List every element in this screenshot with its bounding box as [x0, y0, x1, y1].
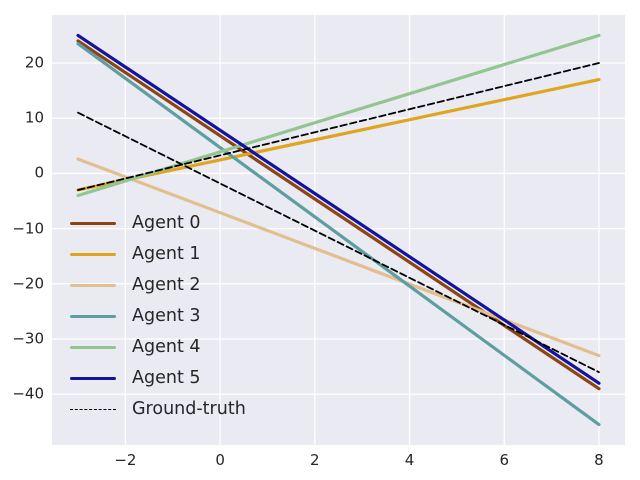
series-line-ground-truth [77, 62, 600, 191]
series-line-agent-1 [76, 77, 601, 192]
y-tick-label: 20 [24, 53, 44, 72]
legend-label: Ground-truth [132, 398, 246, 419]
y-tick-label: 0 [34, 163, 44, 182]
plot-area: Agent 0 Agent 1 Agent 2 Agent 3 Agent 4 Agent… [52, 15, 625, 445]
legend-item-ground-truth: Ground-truth [70, 394, 246, 425]
legend-item-agent-0: Agent 0 [70, 208, 246, 239]
y-tick-label: −10 [12, 219, 44, 238]
legend-item-agent-2: Agent 2 [70, 270, 246, 301]
legend-swatch-icon [70, 376, 116, 381]
y-tick-label: −20 [12, 274, 44, 293]
y-tick-label: −40 [12, 384, 44, 403]
legend-swatch-icon [70, 252, 116, 257]
legend: Agent 0 Agent 1 Agent 2 Agent 3 Agent 4 Agent… [70, 208, 246, 425]
legend-swatch-icon [70, 314, 116, 319]
chart-canvas [52, 15, 625, 445]
legend-item-agent-3: Agent 3 [70, 301, 246, 332]
legend-label: Agent 2 [132, 274, 201, 295]
series-line-agent-3 [76, 42, 601, 427]
legend-label: Agent 4 [132, 336, 201, 357]
x-tick-label: 6 [499, 451, 510, 469]
legend-swatch-icon [70, 409, 116, 410]
series-line-ground-truth [77, 111, 600, 374]
legend-swatch-icon [70, 221, 116, 226]
y-tick-label: 10 [24, 108, 44, 127]
x-tick-label: 0 [215, 451, 225, 469]
legend-item-agent-4: Agent 4 [70, 332, 246, 363]
series-line-agent-2 [76, 157, 601, 358]
legend-label: Agent 0 [132, 212, 201, 233]
legend-item-agent-1: Agent 1 [70, 239, 246, 270]
legend-swatch-icon [70, 345, 116, 350]
y-tick-label: −30 [12, 329, 44, 348]
legend-swatch-icon [70, 283, 116, 288]
legend-item-agent-5: Agent 5 [70, 363, 246, 394]
x-tick-label: 4 [404, 451, 415, 469]
series-line-agent-0 [76, 39, 601, 391]
legend-label: Agent 5 [132, 367, 201, 388]
x-tick-label: −2 [114, 451, 137, 469]
series-line-agent-5 [76, 33, 601, 385]
x-tick-label: 8 [594, 451, 604, 469]
x-tick-label: 2 [310, 451, 320, 469]
legend-label: Agent 1 [132, 243, 201, 264]
legend-label: Agent 3 [132, 305, 201, 326]
